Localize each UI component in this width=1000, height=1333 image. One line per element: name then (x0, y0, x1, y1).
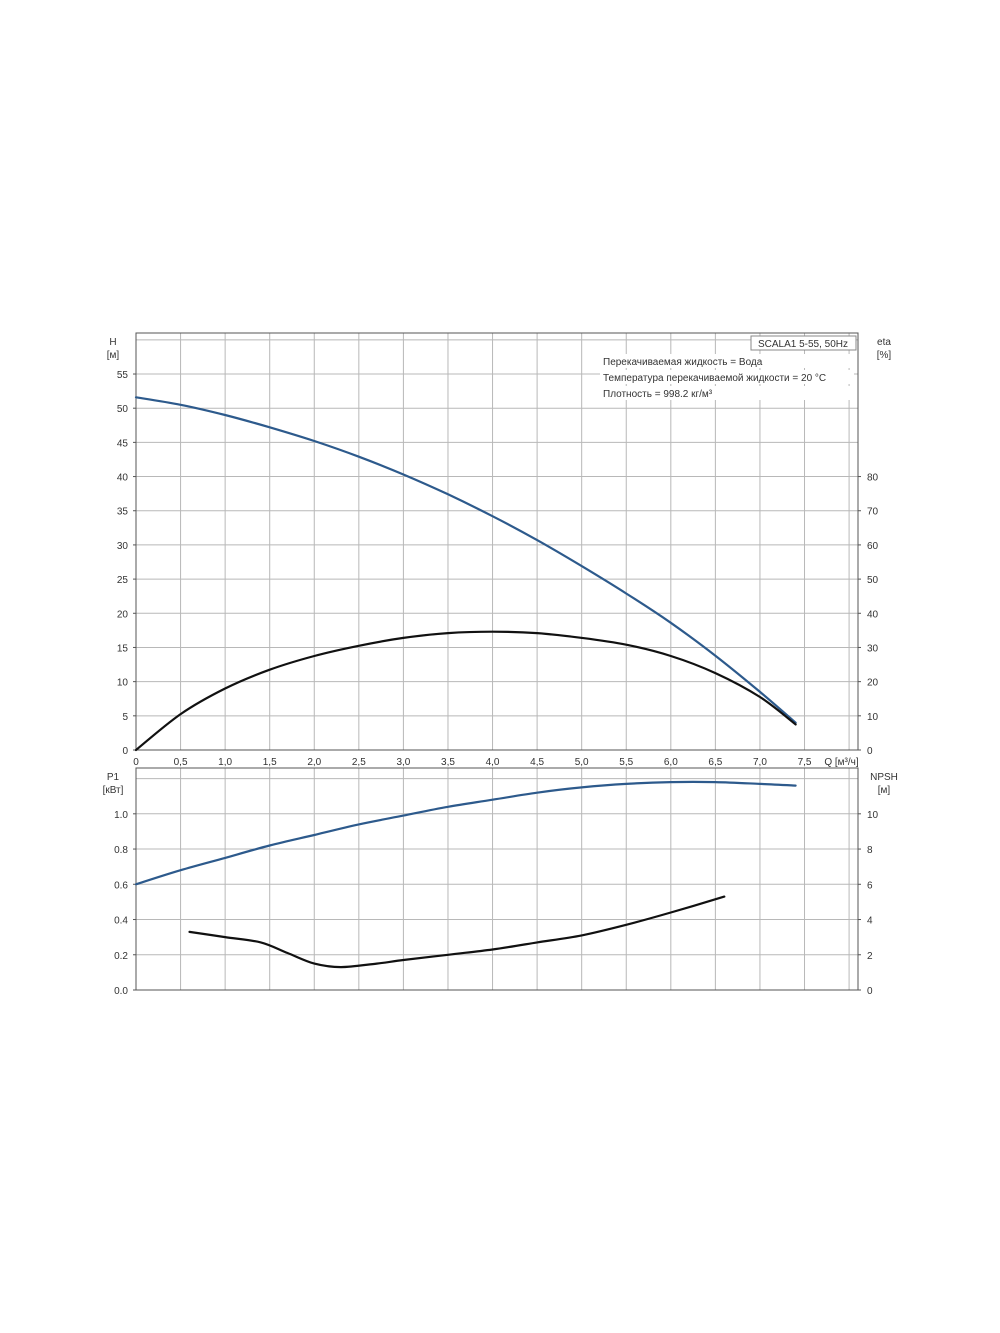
y-right-tick-label: 4 (867, 916, 873, 927)
y-right-axis-name: NPSH (870, 772, 898, 783)
x-tick-label: 7,0 (753, 757, 767, 768)
x-tick-label: 4,0 (486, 757, 500, 768)
x-tick-label: 1,0 (218, 757, 232, 768)
y-left-tick-label: 10 (117, 678, 129, 689)
y-right-tick-label: 20 (867, 678, 879, 689)
x-tick-label: 3,5 (441, 757, 455, 768)
y-left-axis-name: P1 (107, 772, 120, 783)
y-right-axis-unit: [м] (878, 785, 891, 796)
chart-note: Температура перекачиваемой жидкости = 20… (603, 373, 826, 384)
y-left-tick-label: 1.0 (114, 810, 128, 821)
head-curve (134, 396, 797, 724)
y-right-tick-label: 6 (867, 880, 873, 891)
chart-note: Плотность = 998.2 кг/м³ (603, 389, 713, 400)
note-background (600, 354, 854, 368)
y-right-tick-label: 8 (867, 845, 873, 856)
plot-area (136, 768, 858, 990)
y-right-tick-label: 10 (867, 712, 879, 723)
y-right-tick-label: 80 (867, 473, 879, 484)
bottom-chart-power-npsh: 0.0 0.2 0.4 0.6 0.8 1.0 0 2 4 6 8 10 P1 [кВт] NPSH [м] (103, 767, 898, 997)
note-background (600, 386, 854, 400)
y-left-tick-label: 50 (117, 404, 129, 415)
y-left-tick-label: 40 (117, 473, 129, 484)
x-tick-label: 2,0 (307, 757, 321, 768)
x-tick-label: 2,5 (352, 757, 366, 768)
y-left-axis-name: H (109, 337, 116, 348)
y-left-tick-label: 25 (117, 575, 129, 586)
x-tick-label: 6,5 (708, 757, 722, 768)
x-tick-label: 6,0 (664, 757, 678, 768)
y-left-tick-label: 0.8 (114, 845, 128, 856)
title-box (750, 335, 857, 351)
plot-frame (135, 767, 859, 991)
y-left-tick-label: 5 (122, 712, 128, 723)
y-left-tick-label: 0.4 (114, 916, 128, 927)
npsh-curve (188, 895, 726, 969)
plot-area (136, 333, 858, 750)
y-right-tick-label: 10 (867, 810, 879, 821)
y-right-tick-label: 40 (867, 609, 879, 620)
y-right-tick-label: 2 (867, 951, 873, 962)
chart-note: Перекачиваемая жидкость = Вода (603, 357, 763, 368)
y-right-tick-label: 70 (867, 507, 879, 518)
x-tick-label: 5,5 (619, 757, 633, 768)
x-tick-label: 0,5 (174, 757, 188, 768)
y-left-tick-label: 0 (122, 746, 128, 757)
y-right-axis-unit: [%] (877, 350, 892, 361)
efficiency-curve (134, 630, 797, 752)
y-left-axis-unit: [м] (107, 350, 120, 361)
x-tick-label: 3,0 (396, 757, 410, 768)
y-right-tick-label: 50 (867, 575, 879, 586)
chart-title: SCALA1 5-55, 50Hz (758, 339, 848, 350)
power-curve (134, 780, 797, 886)
y-left-tick-label: 20 (117, 609, 129, 620)
y-right-axis-name: eta (877, 337, 891, 348)
plot-frame (135, 332, 859, 751)
x-tick-label: 4,5 (530, 757, 544, 768)
y-left-axis-unit: [кВт] (103, 785, 124, 796)
y-left-tick-label: 0.2 (114, 951, 128, 962)
y-left-tick-label: 15 (117, 643, 129, 654)
y-right-tick-label: 60 (867, 541, 879, 552)
y-left-tick-label: 35 (117, 507, 129, 518)
y-right-tick-label: 0 (867, 986, 873, 997)
x-tick-label: 7,5 (798, 757, 812, 768)
y-right-tick-label: 0 (867, 746, 873, 757)
top-chart-head-efficiency: 0 5 10 15 20 25 30 35 40 45 50 55 0 10 20 30 40 50 60 70 80 H… (107, 332, 892, 768)
y-left-tick-label: 30 (117, 541, 129, 552)
y-left-tick-label: 45 (117, 438, 129, 449)
x-tick-label: 5,0 (575, 757, 589, 768)
y-right-tick-label: 30 (867, 643, 879, 654)
y-left-tick-label: 55 (117, 370, 129, 381)
x-axis-label: Q [м³/ч] (824, 757, 859, 768)
x-tick-label: 1,5 (263, 757, 277, 768)
y-left-tick-label: 0.0 (114, 986, 128, 997)
note-background (600, 370, 854, 384)
x-tick-label: 0 (133, 757, 139, 768)
y-left-tick-label: 0.6 (114, 880, 128, 891)
